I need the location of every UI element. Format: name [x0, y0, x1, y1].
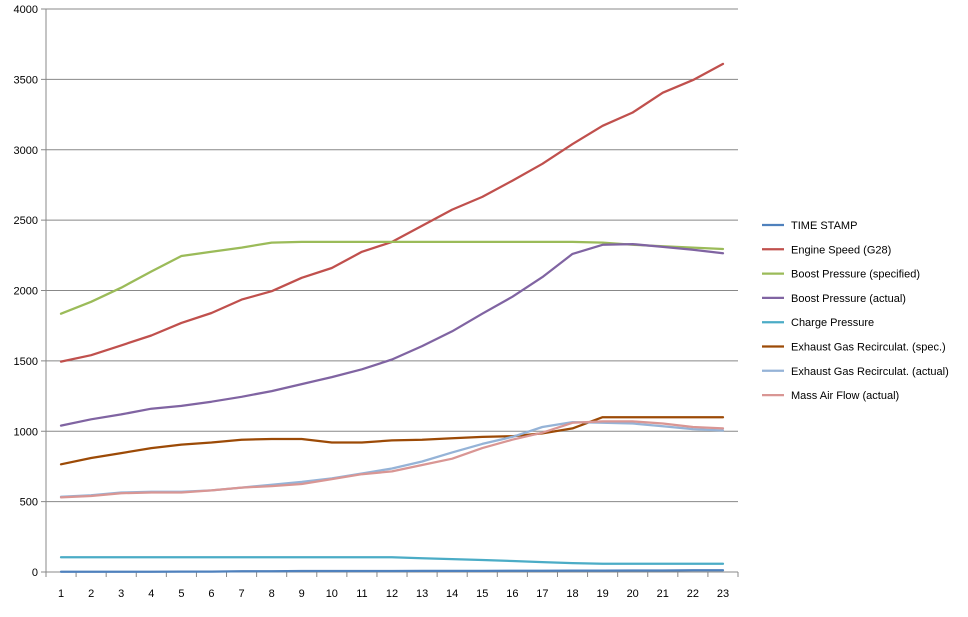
series-line-6 — [59, 416, 725, 466]
x-tick-label: 16 — [506, 588, 518, 600]
series-line-7 — [59, 420, 725, 498]
x-tick-label: 10 — [326, 588, 338, 600]
y-tick-label: 2000 — [14, 286, 38, 298]
x-tick-label: 1 — [58, 588, 64, 600]
x-tick-label: 17 — [536, 588, 548, 600]
x-tick-label: 7 — [239, 588, 245, 600]
x-tick-label: 12 — [386, 588, 398, 600]
legend-entry: Exhaust Gas Recirculat. (actual) — [791, 366, 949, 378]
x-tick-label: 8 — [269, 588, 275, 600]
x-tick-label: 18 — [566, 588, 578, 600]
legend-entry: Boost Pressure (actual) — [791, 293, 906, 305]
y-tick-label: 0 — [32, 567, 38, 579]
legend-entry: TIME STAMP — [791, 220, 857, 232]
legend: TIME STAMP Engine Speed (G28) Boost Pressu… — [762, 220, 949, 402]
x-tick-label: 21 — [657, 588, 669, 600]
series-line-8 — [59, 420, 725, 499]
legend-entry: Exhaust Gas Recirculat. (spec.) — [791, 342, 946, 354]
series-line-4 — [59, 242, 725, 427]
gridlines — [46, 8, 738, 503]
x-tick-label: 11 — [356, 588, 367, 600]
x-tick-label: 13 — [416, 588, 428, 600]
x-tick-label: 19 — [596, 588, 608, 600]
series-line-5 — [59, 556, 725, 565]
x-tick-label: 22 — [687, 588, 699, 600]
y-tick-label: 3500 — [14, 74, 38, 86]
x-tick-label: 5 — [178, 588, 184, 600]
x-tick-label: 6 — [208, 588, 214, 600]
y-tick-label: 4000 — [14, 4, 38, 16]
x-tick-label: 15 — [476, 588, 488, 600]
legend-entry: Charge Pressure — [791, 317, 874, 329]
legend-entry: Engine Speed (G28) — [791, 244, 891, 256]
x-tick-label: 3 — [118, 588, 124, 600]
x-tick-label: 14 — [446, 588, 458, 600]
legend-entry: Mass Air Flow (actual) — [791, 390, 899, 402]
x-tick-label: 20 — [627, 588, 639, 600]
y-tick-label: 500 — [20, 497, 38, 509]
series-line-3 — [59, 240, 725, 315]
series-line-2 — [59, 62, 725, 363]
x-tick-label: 9 — [299, 588, 305, 600]
x-tick-label: 2 — [88, 588, 94, 600]
y-tick-label: 3000 — [14, 145, 38, 157]
y-tick-label: 1500 — [14, 356, 38, 368]
x-axis: 1 2 3 4 5 6 7 8 9 10 11 12 13 14 15 16 17 18 19 20 21 22 23 — [45, 571, 739, 600]
x-tick-label: 4 — [148, 588, 154, 600]
plot-area — [59, 62, 725, 573]
legend-entry: Boost Pressure (specified) — [791, 269, 920, 281]
y-axis: 0 500 1000 1500 2000 2500 3000 3500 4000 — [14, 4, 47, 579]
y-tick-label: 1000 — [14, 426, 38, 438]
y-tick-label: 2500 — [14, 215, 38, 227]
x-tick-label: 23 — [717, 588, 729, 600]
series-line-1 — [59, 569, 725, 573]
